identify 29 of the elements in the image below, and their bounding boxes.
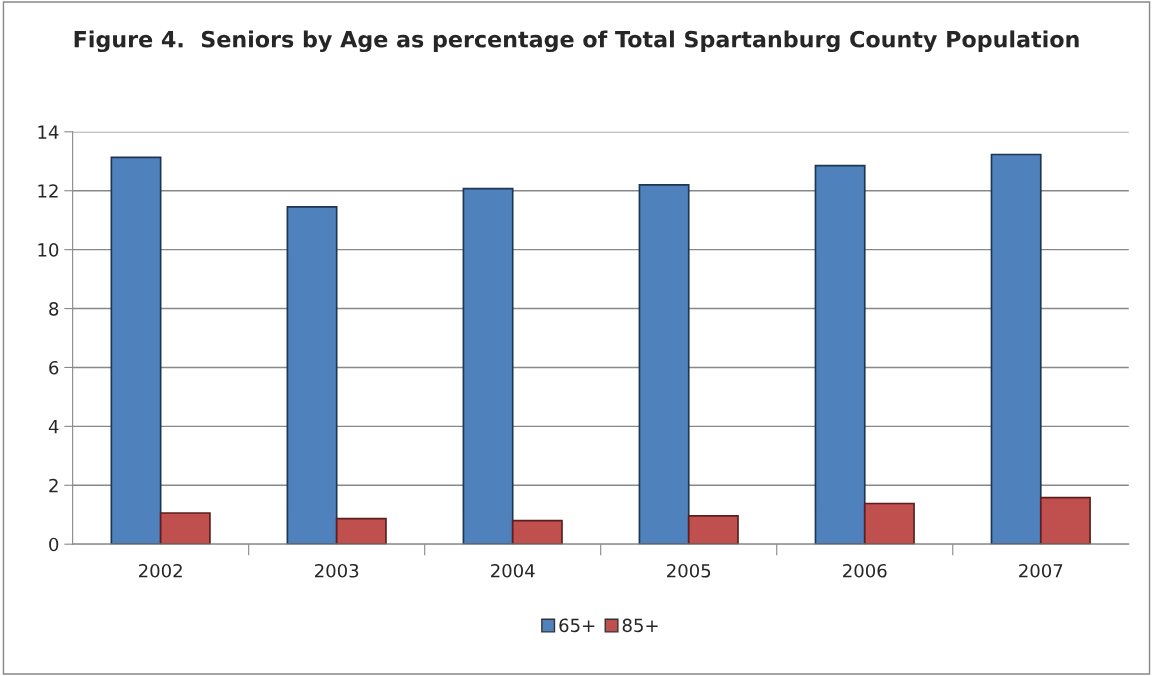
chart-title: Figure 4. Seniors by Age as percentage of Total Spartanburg County Population xyxy=(74,30,1079,53)
bar xyxy=(286,206,338,545)
bar xyxy=(462,187,514,545)
x-tick-label: 2005 xyxy=(667,563,711,578)
y-tick-label: 2 xyxy=(49,478,58,493)
x-tick-label: 2003 xyxy=(315,563,359,578)
bar xyxy=(159,512,211,545)
y-tick-label: 4 xyxy=(48,420,59,434)
y-tick-label: 14 xyxy=(38,125,59,139)
y-tick-label: 0 xyxy=(49,537,59,552)
legend-label: 85+ xyxy=(622,618,658,633)
bar xyxy=(1039,496,1091,545)
bar xyxy=(335,517,387,545)
y-tick-label: 12 xyxy=(38,184,58,198)
x-tick-label: 2006 xyxy=(843,563,887,578)
y-tick-label: 8 xyxy=(49,302,59,316)
bar xyxy=(511,519,563,545)
bar xyxy=(110,156,162,545)
y-tick-label: 6 xyxy=(49,360,59,375)
x-tick-label: 2004 xyxy=(491,563,535,578)
bar xyxy=(638,184,690,545)
bar xyxy=(863,502,915,545)
legend-label: 65+ xyxy=(559,618,595,633)
bar xyxy=(814,164,866,545)
y-tick-label: 10 xyxy=(38,243,59,257)
bar xyxy=(687,515,739,545)
x-tick-label: 2007 xyxy=(1019,563,1063,578)
x-tick-label: 2002 xyxy=(139,563,182,578)
bar xyxy=(990,153,1042,545)
